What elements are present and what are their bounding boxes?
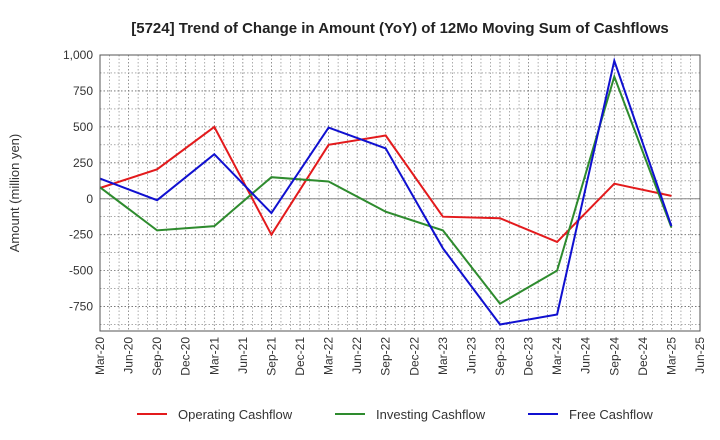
- x-tick-label: Sep-23: [493, 337, 507, 376]
- x-tick-label: Dec-23: [522, 337, 536, 376]
- y-tick-label: 1,000: [63, 48, 93, 62]
- series-line-investing-cashflow: [99, 73, 673, 306]
- legend-label: Operating Cashflow: [178, 407, 293, 422]
- series-lines: [99, 57, 673, 326]
- y-tick-label: 750: [73, 84, 93, 98]
- y-axis-label: Amount (million yen): [7, 134, 22, 253]
- x-tick-label: Dec-20: [179, 337, 193, 376]
- legend-label: Free Cashflow: [569, 407, 653, 422]
- x-tick-label: Mar-25: [664, 337, 678, 375]
- x-tick-label: Jun-24: [579, 337, 593, 374]
- legend-label: Investing Cashflow: [376, 407, 486, 422]
- y-tick-label: -250: [69, 228, 93, 242]
- y-tick-label: 500: [73, 120, 93, 134]
- x-tick-label: Dec-24: [636, 337, 650, 376]
- x-tick-label: Jun-25: [693, 337, 707, 374]
- y-axis-ticks: 1,000 750 500 250 0 -250 -500 -750: [63, 48, 93, 314]
- y-tick-label: 0: [86, 192, 93, 206]
- x-tick-label: Jun-22: [350, 337, 364, 374]
- x-axis-ticks: Mar-20 Jun-20 Sep-20 Dec-20 Mar-21 Jun-21 Sep-…: [93, 337, 707, 376]
- x-tick-label: Jun-20: [122, 337, 136, 374]
- x-tick-label: Mar-24: [550, 337, 564, 375]
- x-tick-label: Sep-24: [607, 337, 621, 376]
- legend: Operating Cashflow Investing Cashflow Free…: [137, 407, 653, 422]
- x-tick-label: Jun-23: [464, 337, 478, 374]
- x-tick-label: Mar-23: [436, 337, 450, 375]
- chart-title: [5724] Trend of Change in Amount (YoY) o…: [131, 20, 669, 37]
- y-tick-label: -500: [69, 264, 93, 278]
- x-tick-label: Sep-22: [379, 337, 393, 376]
- plot-frame: [99, 54, 701, 332]
- y-tick-label: -750: [69, 300, 93, 314]
- x-tick-label: Dec-21: [293, 337, 307, 376]
- y-tick-label: 250: [73, 156, 93, 170]
- x-tick-label: Jun-21: [236, 337, 250, 374]
- x-tick-label: Mar-20: [93, 337, 107, 375]
- grid-lines: [99, 54, 701, 331]
- x-tick-label: Dec-22: [407, 337, 421, 376]
- x-tick-label: Sep-21: [264, 337, 278, 376]
- series-line-operating-cashflow: [99, 125, 672, 244]
- series-line-free-cashflow: [99, 57, 673, 326]
- x-tick-label: Mar-22: [322, 337, 336, 375]
- x-tick-label: Sep-20: [150, 337, 164, 376]
- x-tick-label: Mar-21: [207, 337, 221, 375]
